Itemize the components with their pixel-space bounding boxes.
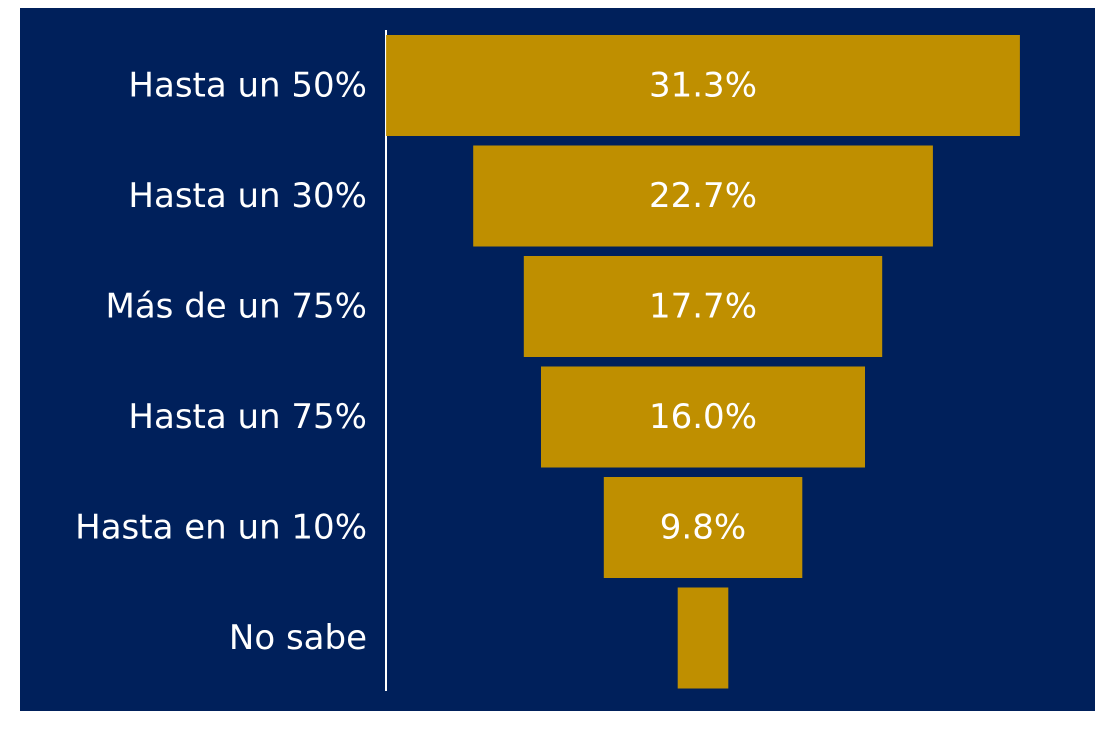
funnel-bar — [541, 366, 865, 468]
value-label: 9.8% — [660, 508, 746, 548]
value-label: 22.7% — [649, 176, 757, 216]
value-labels: 31.3% 22.7% 17.7% 16.0% 9.8% — [649, 66, 757, 548]
category-label: No sabe — [229, 618, 367, 658]
funnel-bar — [523, 256, 883, 357]
category-label: Hasta en un 10% — [75, 508, 367, 548]
category-label: Hasta un 30% — [128, 176, 367, 216]
funnel-chart: Hasta un 50% Hasta un 30% Más de un 75% Has… — [20, 8, 1095, 711]
value-label: 31.3% — [649, 66, 757, 106]
category-label: Hasta un 75% — [128, 397, 367, 437]
value-label: 17.7% — [649, 287, 757, 327]
category-labels: Hasta un 50% Hasta un 30% Más de un 75% Has… — [75, 66, 367, 659]
bars-layer — [386, 35, 1020, 689]
chart-panel: Hasta un 50% Hasta un 30% Más de un 75% Has… — [20, 8, 1095, 711]
funnel-bar — [386, 35, 1020, 136]
funnel-bar — [603, 477, 803, 578]
funnel-bar — [677, 587, 729, 689]
value-label: 16.0% — [649, 397, 757, 437]
funnel-bar — [473, 145, 933, 247]
category-label: Hasta un 50% — [128, 66, 367, 106]
category-label: Más de un 75% — [106, 287, 367, 327]
